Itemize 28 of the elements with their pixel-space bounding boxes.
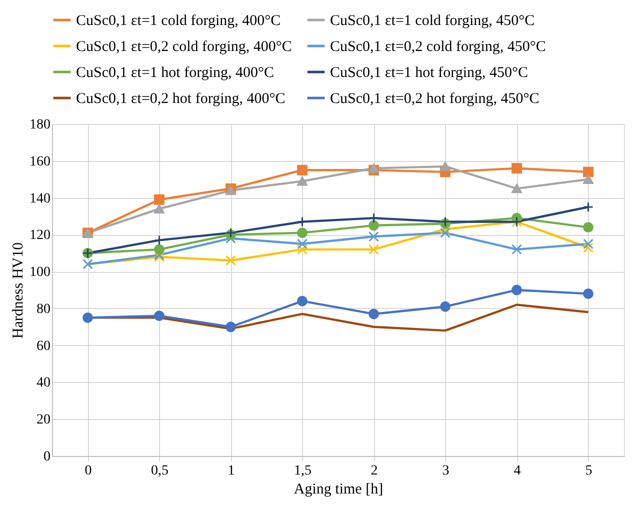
x-tick-label: 0 <box>84 464 92 478</box>
y-tick-label: 60 <box>36 338 50 354</box>
y-tick-label: 20 <box>36 412 50 428</box>
legend-label: CuSc0,1 εt=1 hot forging, 450°C <box>330 65 528 81</box>
legend-label: CuSc0,1 εt=1 cold forging, 400°C <box>76 13 281 29</box>
y-tick-label: 120 <box>30 228 50 244</box>
legend-label: CuSc0,1 εt=0,2 hot forging, 400°C <box>76 91 286 107</box>
x-tick-label: 2 <box>370 464 378 478</box>
x-tick-label: 1,5 <box>294 464 312 478</box>
x-tick-label: 0,5 <box>151 464 168 478</box>
legend-label: CuSc0,1 εt=1 cold forging, 450°C <box>330 13 535 29</box>
x-tick-label: 1 <box>228 464 235 478</box>
x-tick-label: 3 <box>442 464 450 478</box>
y-axis-title: Hardness HV10 <box>10 242 26 339</box>
x-axis-title: Aging time [h] <box>294 482 384 498</box>
legend-label: CuSc0,1 εt=0,2 cold forging, 400°C <box>76 39 292 55</box>
x-tick-label: 4 <box>514 464 521 478</box>
x-tick-label: 5 <box>585 464 592 478</box>
y-tick-label: 160 <box>30 154 50 170</box>
y-tick-label: 0 <box>44 450 50 464</box>
y-tick-label: 180 <box>30 118 50 132</box>
legend-label: CuSc0,1 εt=0,2 cold forging, 450°C <box>330 39 546 55</box>
y-tick-label: 140 <box>30 191 50 206</box>
y-tick-label: 40 <box>36 376 50 391</box>
y-tick-label: 80 <box>36 302 50 317</box>
y-tick-label: 100 <box>30 265 50 280</box>
legend-label: CuSc0,1 εt=1 hot forging, 400°C <box>76 65 274 81</box>
legend-label: CuSc0,1 εt=0,2 hot forging, 450°C <box>330 91 540 107</box>
